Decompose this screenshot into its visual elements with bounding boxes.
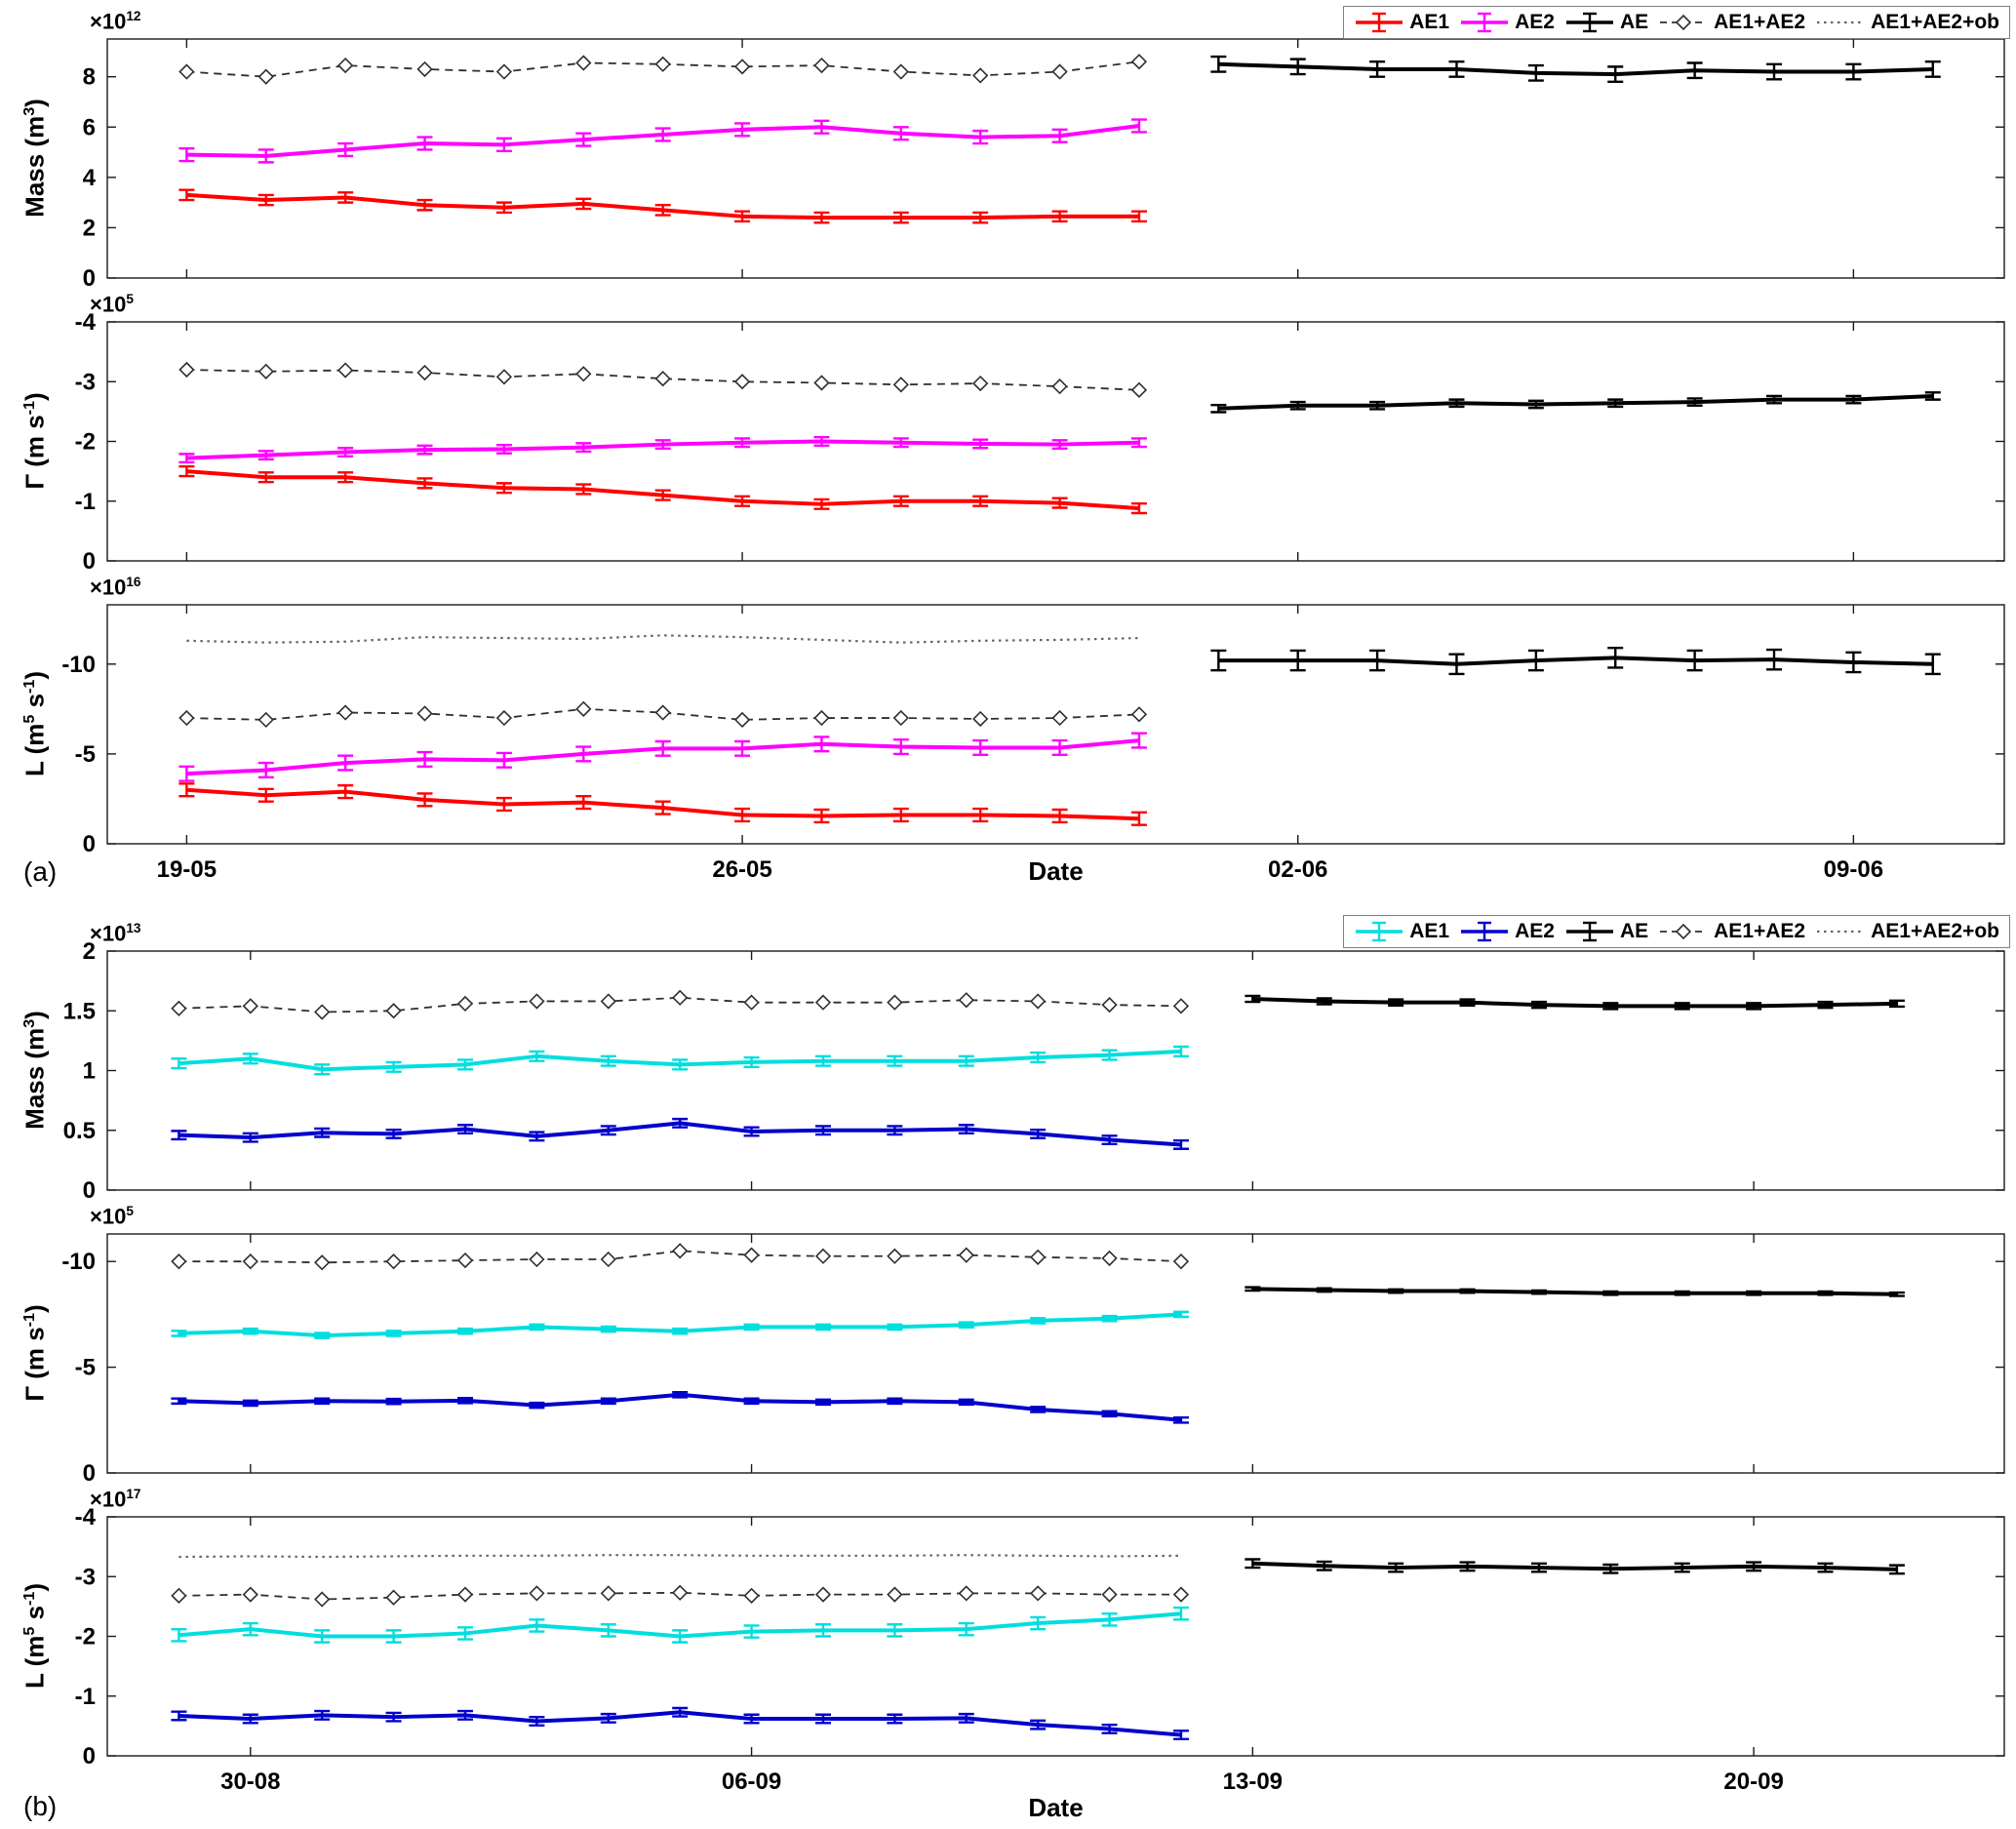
axis-scale-label: ×105 bbox=[90, 292, 134, 317]
svg-text:09-06: 09-06 bbox=[1824, 856, 1883, 883]
svg-text:6: 6 bbox=[83, 114, 96, 140]
axis-scale-label: ×1016 bbox=[90, 575, 141, 600]
legend-entry-ae1: AE1 bbox=[1354, 10, 1449, 35]
legend-label: AE bbox=[1619, 920, 1649, 942]
legend-label: AE2 bbox=[1515, 920, 1555, 942]
chart-a-mass: 0 2 4 6 8 bbox=[83, 38, 2005, 292]
svg-text:-3: -3 bbox=[75, 369, 96, 395]
svg-text:8: 8 bbox=[83, 64, 96, 91]
legend-sample-icon bbox=[1817, 20, 1865, 24]
svg-text:-4: -4 bbox=[75, 309, 97, 336]
legend-entry-ae: AE bbox=[1564, 10, 1648, 35]
svg-text:0.5: 0.5 bbox=[63, 1118, 96, 1144]
legend-panel-b: AE1 AE2 AE AE1+AE2 AE1+AE2+ob bbox=[1343, 915, 2010, 948]
svg-text:0: 0 bbox=[83, 831, 96, 857]
svg-text:-5: -5 bbox=[75, 741, 96, 768]
svg-text:-10: -10 bbox=[61, 652, 96, 678]
x-axis-label: Date bbox=[1028, 1793, 1084, 1822]
svg-text:13-09: 13-09 bbox=[1223, 1769, 1283, 1795]
legend-entry-ae1-ae2-ob: AE1+AE2+ob bbox=[1815, 10, 1999, 35]
svg-text:-2: -2 bbox=[75, 1624, 96, 1650]
svg-text:-1: -1 bbox=[75, 1684, 96, 1710]
panel-tag-a: (a) bbox=[23, 856, 58, 887]
legend-sample-icon bbox=[1461, 12, 1509, 33]
svg-text:4: 4 bbox=[83, 165, 97, 191]
svg-text:-4: -4 bbox=[75, 1504, 97, 1531]
svg-text:02-06: 02-06 bbox=[1268, 856, 1327, 883]
panel-tag-b: (b) bbox=[23, 1791, 58, 1821]
chart-a-gamma: 0 -1 -2 -3 -4 bbox=[75, 309, 2005, 575]
chart-b-L: 30-08 06-09 13-09 20-09 0 -1 -2 -3 -4 bbox=[75, 1504, 2005, 1795]
svg-text:0: 0 bbox=[83, 548, 96, 575]
svg-text:0: 0 bbox=[83, 1743, 96, 1769]
legend-sample-icon bbox=[1565, 12, 1613, 33]
legend-entry-ae: AE bbox=[1564, 919, 1648, 944]
svg-text:-5: -5 bbox=[75, 1355, 96, 1381]
legend-label: AE bbox=[1619, 11, 1649, 33]
legend-entry-ae2: AE2 bbox=[1459, 919, 1555, 944]
legend-sample-icon bbox=[1356, 12, 1403, 33]
svg-text:19-05: 19-05 bbox=[157, 856, 217, 883]
axis-scale-label: ×1013 bbox=[90, 921, 141, 946]
legend-entry-ae1: AE1 bbox=[1354, 919, 1449, 944]
legend-sample-icon bbox=[1461, 921, 1509, 942]
svg-text:06-09: 06-09 bbox=[722, 1769, 781, 1795]
legend-panel-a: AE1 AE2 AE AE1+AE2 AE1+AE2+ob bbox=[1343, 6, 2010, 39]
svg-text:1.5: 1.5 bbox=[63, 998, 96, 1024]
svg-text:30-08: 30-08 bbox=[220, 1769, 280, 1795]
svg-text:-3: -3 bbox=[75, 1564, 96, 1590]
legend-label: AE1+AE2+ob bbox=[1871, 11, 1999, 33]
svg-text:20-09: 20-09 bbox=[1723, 1769, 1783, 1795]
svg-text:0: 0 bbox=[83, 1177, 96, 1204]
svg-text:26-05: 26-05 bbox=[712, 856, 771, 883]
axis-scale-label: ×1017 bbox=[90, 1487, 141, 1512]
legend-label: AE1 bbox=[1409, 920, 1450, 942]
legend-sample-icon bbox=[1565, 921, 1613, 942]
svg-text:0: 0 bbox=[83, 1460, 96, 1487]
legend-label: AE1+AE2 bbox=[1714, 920, 1806, 942]
legend-entry-ae1-ae2-ob: AE1+AE2+ob bbox=[1815, 919, 1999, 944]
legend-label: AE1 bbox=[1409, 11, 1450, 33]
legend-entry-ae1-ae2: AE1+AE2 bbox=[1658, 919, 1805, 944]
x-axis-label: Date bbox=[1028, 856, 1084, 886]
chart-b-mass: 0 0.5 1 1.5 2 bbox=[63, 938, 2005, 1204]
legend-sample-icon bbox=[1660, 923, 1708, 940]
legend-entry-ae1-ae2: AE1+AE2 bbox=[1658, 10, 1805, 35]
legend-label: AE2 bbox=[1515, 11, 1555, 33]
svg-text:0: 0 bbox=[83, 265, 96, 292]
legend-label: AE1+AE2 bbox=[1714, 11, 1806, 33]
svg-text:2: 2 bbox=[83, 215, 96, 241]
svg-text:2: 2 bbox=[83, 938, 96, 965]
legend-sample-icon bbox=[1356, 921, 1403, 942]
axis-scale-label: ×1012 bbox=[90, 9, 141, 34]
svg-text:-2: -2 bbox=[75, 429, 96, 456]
svg-text:-10: -10 bbox=[61, 1249, 96, 1275]
legend-entry-ae2: AE2 bbox=[1459, 10, 1555, 35]
svg-text:1: 1 bbox=[83, 1058, 96, 1085]
legend-sample-icon bbox=[1660, 14, 1708, 31]
chart-b-gamma: 0 -5 -10 bbox=[61, 1233, 2005, 1487]
legend-label: AE1+AE2+ob bbox=[1871, 920, 1999, 942]
svg-text:-1: -1 bbox=[75, 489, 96, 515]
legend-sample-icon bbox=[1817, 930, 1865, 934]
axis-scale-label: ×105 bbox=[90, 1204, 134, 1229]
chart-a-L: 19-05 26-05 02-06 09-06 0 -5 -10 bbox=[61, 604, 2005, 883]
